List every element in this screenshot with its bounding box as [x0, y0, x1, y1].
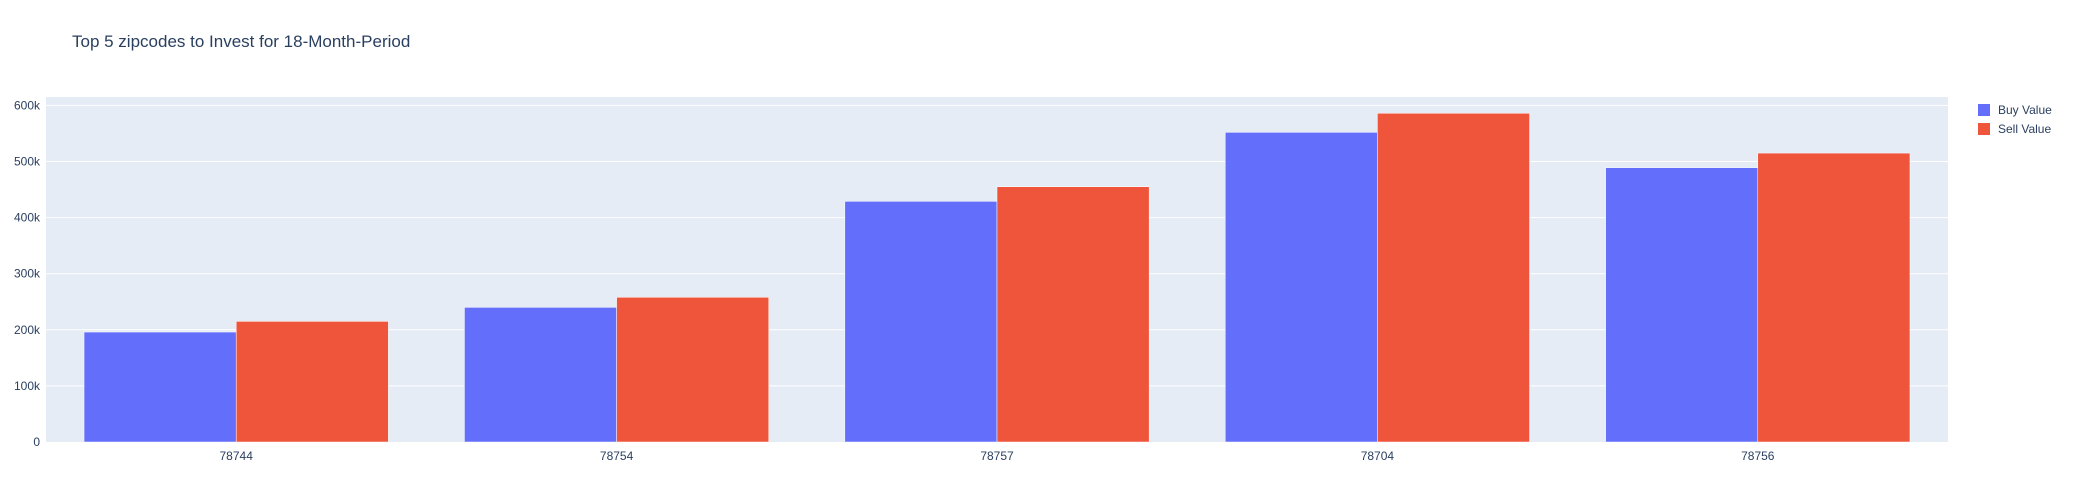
bar-sell-value-78756[interactable]: [1757, 152, 1911, 443]
bar-buy-value-78704[interactable]: [1224, 132, 1378, 443]
bar-sell-value-78754[interactable]: [616, 297, 770, 443]
y-tick-label: 200k: [14, 323, 41, 337]
x-tick-label: 78704: [1361, 449, 1395, 463]
y-tick-label: 300k: [14, 267, 41, 281]
legend-label: Buy Value: [1998, 103, 2052, 117]
bar-sell-value-78757[interactable]: [996, 186, 1150, 443]
legend[interactable]: Buy Value Sell Value: [1978, 103, 2052, 136]
x-axis: 78744 78754 78757 78704 78756: [220, 449, 1775, 463]
legend-label: Sell Value: [1998, 122, 2051, 136]
y-tick-label: 0: [33, 435, 40, 449]
x-tick-label: 78756: [1741, 449, 1775, 463]
y-tick-label: 100k: [14, 379, 41, 393]
bar-sell-value-78704[interactable]: [1377, 113, 1530, 443]
x-tick-label: 78744: [220, 449, 254, 463]
legend-swatch: [1978, 104, 1990, 116]
legend-item-buy-value[interactable]: Buy Value: [1978, 103, 2052, 117]
bar-sell-value-78744[interactable]: [235, 321, 389, 443]
x-tick-label: 78754: [600, 449, 634, 463]
y-tick-label: 500k: [14, 155, 41, 169]
chart-title: Top 5 zipcodes to Invest for 18-Month-Pe…: [72, 32, 410, 51]
x-tick-label: 78757: [980, 449, 1014, 463]
legend-swatch: [1978, 123, 1990, 135]
y-tick-label: 400k: [14, 211, 41, 225]
legend-item-sell-value[interactable]: Sell Value: [1978, 122, 2051, 136]
bars: [83, 113, 1911, 443]
bar-buy-value-78757[interactable]: [844, 201, 998, 443]
y-tick-label: 600k: [14, 98, 41, 112]
bar-buy-value-78756[interactable]: [1605, 167, 1759, 443]
bar-buy-value-78744[interactable]: [83, 331, 237, 443]
bar-buy-value-78754[interactable]: [464, 307, 617, 443]
y-axis: 0 100k 200k 300k 400k 500k 600k: [14, 98, 41, 449]
